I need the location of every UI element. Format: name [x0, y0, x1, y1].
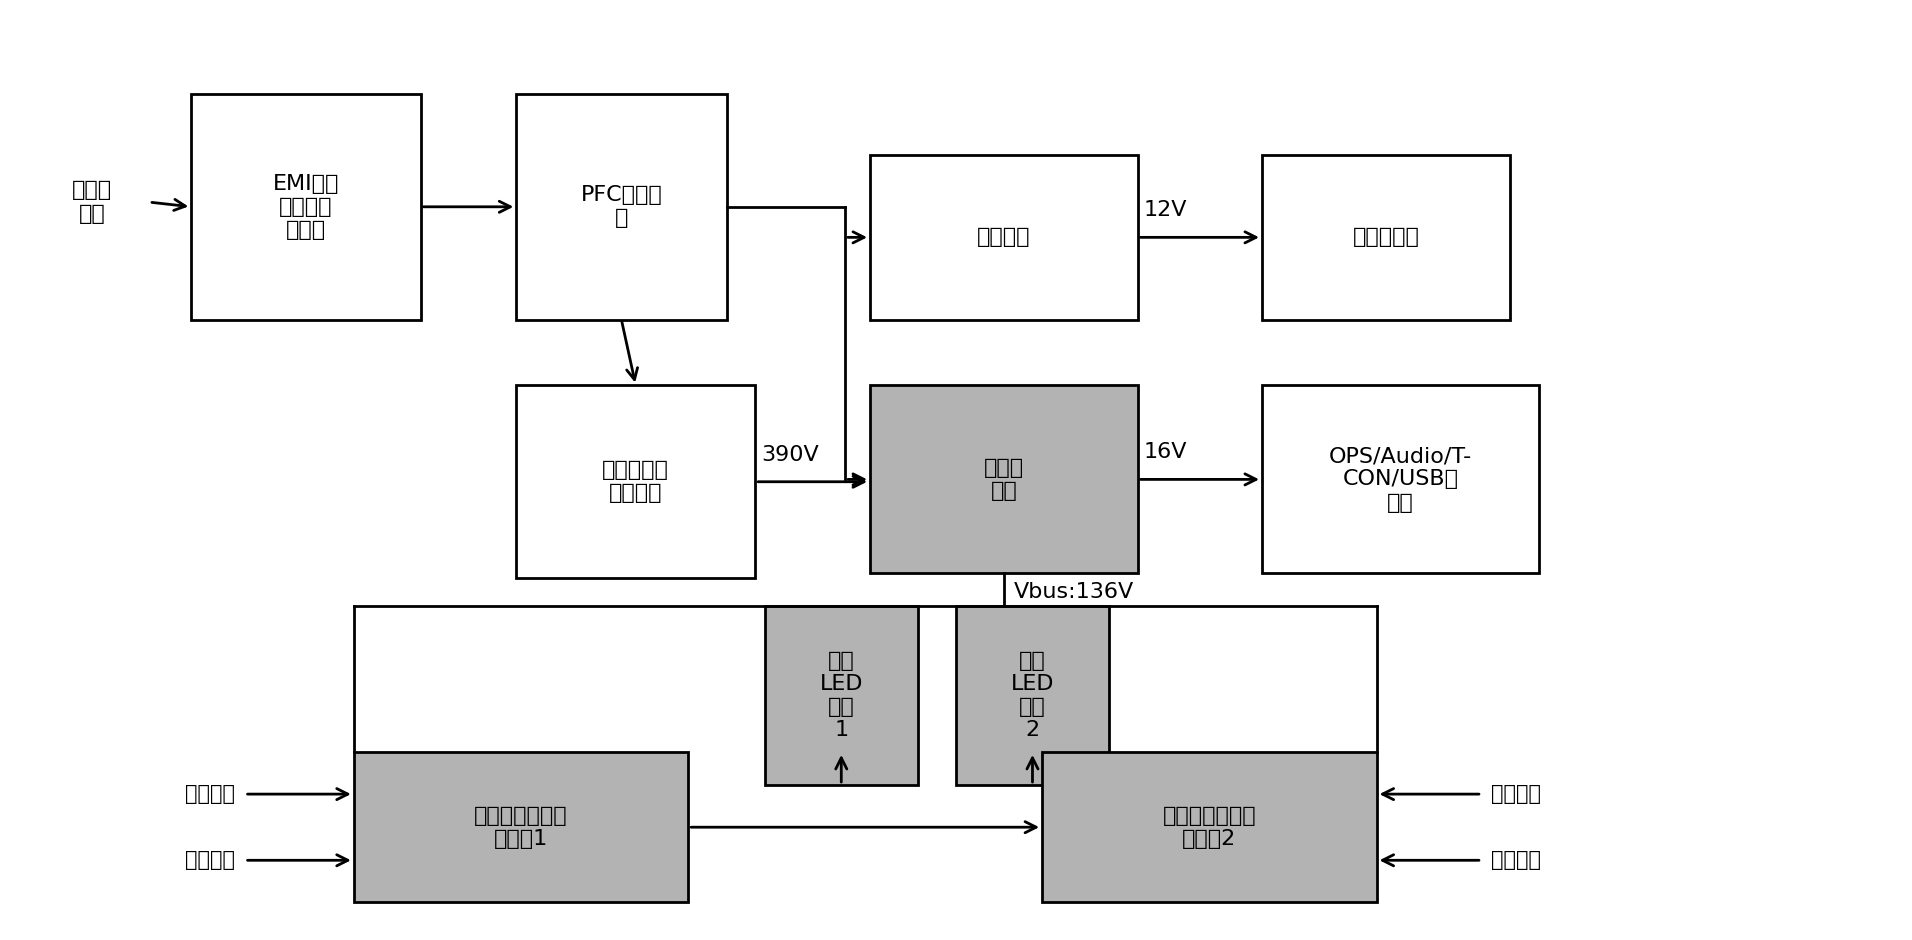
Bar	[191, 94, 421, 320]
Text: 16V: 16V	[1143, 443, 1187, 462]
Bar	[516, 94, 727, 320]
Text: PFC升压电
路: PFC升压电 路	[581, 185, 662, 228]
Text: 调光信号: 调光信号	[1491, 784, 1541, 804]
Bar	[354, 752, 688, 902]
Text: 调光信号: 调光信号	[185, 784, 235, 804]
Text: 开关信号: 开关信号	[1491, 851, 1541, 870]
Text: 高压
LED
灯串
2: 高压 LED 灯串 2	[1011, 650, 1054, 741]
Bar	[1262, 385, 1539, 573]
Text: 待机电路: 待机电路	[977, 227, 1031, 247]
Text: 390V: 390V	[761, 445, 818, 465]
Text: 市用交
流电: 市用交 流电	[73, 180, 111, 224]
Text: 降压开关电流控
制电路2: 降压开关电流控 制电路2	[1162, 806, 1256, 849]
Text: OPS/Audio/T-
CON/USB等
电路: OPS/Audio/T- CON/USB等 电路	[1329, 446, 1472, 512]
Text: Vbus:136V: Vbus:136V	[1013, 582, 1134, 602]
Text: 12V: 12V	[1143, 200, 1187, 220]
Bar	[870, 155, 1138, 320]
Text: 主电源
电路: 主电源 电路	[985, 458, 1023, 501]
Text: 开关信号: 开关信号	[185, 851, 235, 870]
Bar	[956, 606, 1109, 785]
Bar	[516, 385, 755, 578]
Bar	[765, 606, 918, 785]
Bar	[1262, 155, 1510, 320]
Text: EMI滤波
及桥式整
流电路: EMI滤波 及桥式整 流电路	[273, 174, 338, 240]
Text: 工频大电容
滤波电路: 工频大电容 滤波电路	[602, 461, 669, 503]
Text: 降压开关电流控
制电路1: 降压开关电流控 制电路1	[474, 806, 568, 849]
Bar	[1042, 752, 1377, 902]
Text: 高压
LED
灯串
1: 高压 LED 灯串 1	[820, 650, 862, 741]
Text: 主基板电路: 主基板电路	[1354, 227, 1419, 247]
Bar	[870, 385, 1138, 573]
